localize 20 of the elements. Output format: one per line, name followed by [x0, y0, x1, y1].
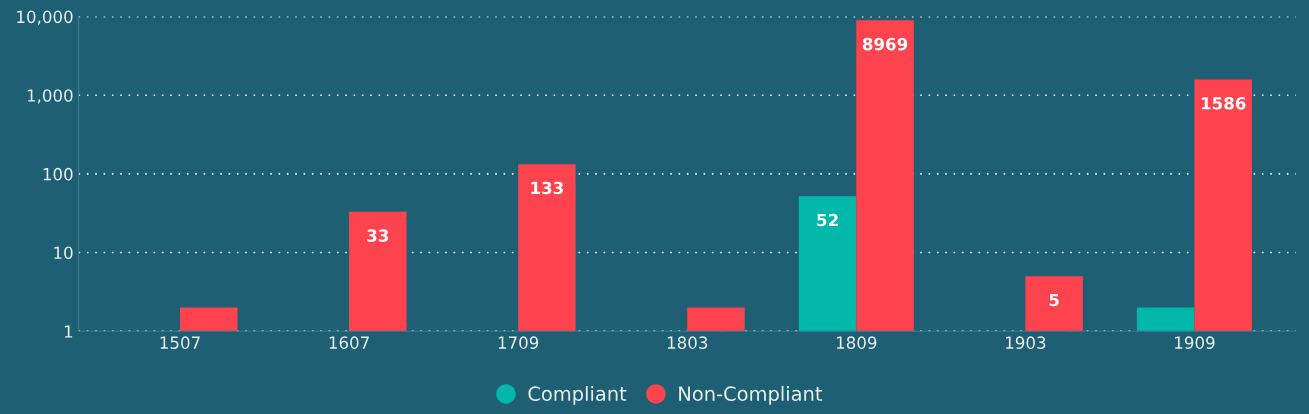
y-tick-label: 1 [64, 325, 73, 338]
legend-label: Non-Compliant [679, 385, 823, 405]
x-tick-label: 1803 [667, 336, 708, 349]
legend-label: Compliant [528, 385, 627, 405]
y-tick-label: 10 [54, 246, 73, 260]
y-tick-label: 1,000 [27, 89, 73, 104]
data-label: 8969 [862, 37, 908, 51]
x-tick-label: 1903 [1006, 336, 1046, 349]
data-label: 33 [367, 229, 389, 242]
x-tick-label: 1709 [498, 336, 539, 349]
x-tick-label: 1507 [160, 336, 200, 349]
x-tick-label: 1607 [329, 336, 369, 349]
x-tick-label: 1809 [836, 336, 877, 349]
data-label: 1586 [1201, 96, 1246, 110]
y-tick-label: 10,000 [17, 10, 73, 25]
y-tick-label: 100 [43, 167, 73, 181]
x-tick-label: 1909 [1175, 336, 1215, 349]
data-label: 5 [1049, 293, 1059, 307]
data-label: 133 [531, 181, 563, 195]
data-label: 52 [817, 213, 838, 227]
